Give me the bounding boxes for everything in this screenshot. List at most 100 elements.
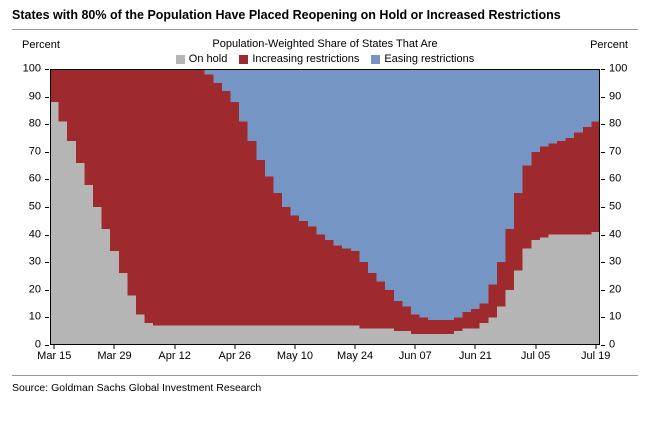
y-axis-label: 20	[609, 283, 622, 296]
x-axis-tick	[53, 345, 55, 349]
bar-on-hold	[496, 306, 507, 345]
bar-on-hold	[239, 325, 249, 345]
bar-easing	[539, 69, 550, 147]
bar-on-hold	[256, 325, 266, 345]
bar-easing	[496, 69, 507, 263]
bar-increasing	[247, 140, 257, 326]
y-axis-label: 30	[609, 255, 622, 268]
bar-on-hold	[75, 162, 85, 345]
x-axis-label: May 10	[276, 350, 313, 362]
bar-increasing	[325, 240, 335, 326]
bar-on-hold	[410, 333, 421, 345]
bar-easing	[230, 69, 240, 103]
bar-on-hold	[488, 317, 498, 345]
y-axis-label: 100	[609, 62, 628, 75]
y-axis-tick	[601, 151, 605, 153]
bar-on-hold	[170, 325, 180, 345]
bar-increasing	[505, 229, 515, 290]
bar-on-hold	[58, 121, 68, 345]
y-axis-tick	[45, 207, 49, 208]
bar-on-hold	[557, 234, 567, 345]
bar-easing	[453, 69, 464, 318]
y-axis-tick	[601, 262, 605, 264]
bar-on-hold	[221, 325, 232, 345]
bar-easing	[273, 69, 283, 194]
y-axis-tick	[45, 179, 49, 181]
x-axis-tick	[414, 345, 416, 349]
bar-on-hold	[548, 234, 558, 345]
bar-increasing	[290, 215, 300, 326]
x-axis-label: May 24	[337, 350, 374, 362]
bar-increasing	[170, 69, 180, 326]
legend-label: Easing restrictions	[384, 53, 475, 65]
bar-easing	[385, 69, 395, 290]
bar-on-hold	[402, 331, 412, 345]
bar-easing	[359, 69, 369, 263]
bar-on-hold	[445, 333, 455, 345]
y-axis-tick	[601, 207, 605, 208]
x-axis-label: Apr 26	[218, 350, 251, 362]
bar-increasing	[376, 281, 386, 329]
bar-on-hold	[522, 248, 532, 345]
bar-increasing	[144, 69, 154, 323]
bar-easing	[213, 69, 223, 83]
bar-increasing	[196, 69, 206, 326]
bar-increasing	[84, 69, 94, 185]
y-axis-label: 40	[609, 228, 622, 241]
bar-easing	[428, 69, 438, 321]
bar-easing	[582, 69, 593, 127]
bar-on-hold	[92, 207, 103, 345]
y-axis-tick	[45, 69, 49, 70]
y-axis-label: 90	[28, 90, 41, 103]
page-title: States with 80% of the Population Have P…	[12, 8, 561, 22]
bar-easing	[325, 69, 335, 241]
plot-border	[50, 69, 600, 345]
bar-increasing	[367, 273, 378, 329]
bar-easing	[402, 69, 412, 307]
bar-on-hold	[531, 240, 541, 345]
x-axis-tick	[535, 345, 537, 349]
y-axis-tick	[45, 262, 49, 264]
y-axis-left: 0 10 20 30 40 50 60 70 80 90 100	[12, 63, 50, 350]
bar-increasing	[565, 138, 575, 235]
bar-on-hold	[393, 331, 403, 345]
bar-on-hold	[591, 231, 600, 345]
bar-easing	[531, 69, 541, 152]
bar-increasing	[385, 289, 395, 329]
bar-on-hold	[436, 333, 446, 345]
bar-easing	[256, 69, 266, 161]
y-axis-tick	[601, 289, 605, 291]
y-axis-label: 50	[609, 200, 622, 213]
y-axis-tick	[45, 234, 49, 236]
legend-item-increasing: Increasing restrictions	[239, 53, 359, 65]
bar-on-hold	[282, 325, 292, 345]
y-axis-label: 0	[609, 338, 616, 351]
stacked-area-chart	[50, 69, 600, 345]
bar-increasing	[92, 69, 103, 207]
bar-easing	[204, 69, 214, 75]
bar-easing	[591, 69, 600, 122]
bar-increasing	[479, 303, 489, 323]
bar-increasing	[445, 320, 455, 334]
y-axis-tick	[45, 289, 49, 291]
source-note: Source: Goldman Sachs Global Investment …	[12, 382, 262, 394]
bar-increasing	[58, 69, 68, 122]
bar-increasing	[419, 317, 429, 334]
y-axis-label: 90	[609, 90, 622, 103]
x-axis-label: Mar 29	[97, 350, 132, 362]
bar-easing	[488, 69, 498, 285]
bar-on-hold	[110, 251, 120, 345]
bar-easing	[548, 69, 558, 144]
bar-on-hold	[67, 140, 77, 345]
source-divider	[12, 375, 638, 376]
x-axis-label: Mar 15	[37, 350, 72, 362]
bar-on-hold	[514, 270, 524, 345]
bar-increasing	[161, 69, 171, 326]
bar-on-hold	[428, 333, 438, 345]
bar-on-hold	[462, 328, 472, 345]
bar-increasing	[582, 126, 593, 235]
bar-easing	[419, 69, 429, 318]
x-axis-tick	[595, 345, 597, 349]
chart-subtitle: Population-Weighted Share of States That…	[212, 38, 438, 50]
bar-easing	[333, 69, 343, 246]
